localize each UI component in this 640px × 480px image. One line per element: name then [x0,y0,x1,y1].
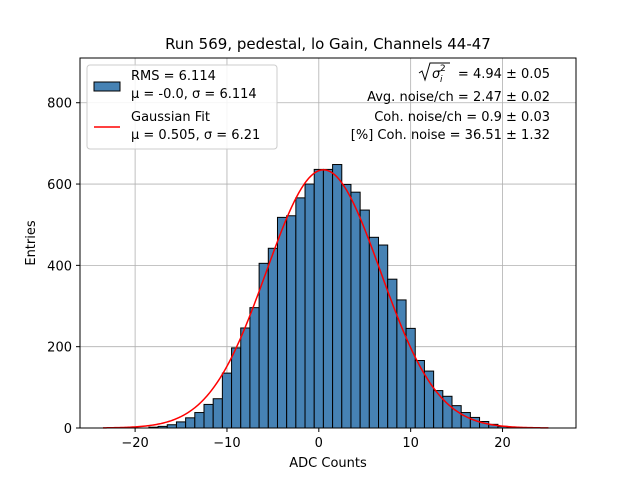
histogram-bar [240,327,251,429]
svg-text:σ: σ [432,67,441,82]
histogram-bar [368,236,380,429]
histogram-bar [350,191,361,429]
histogram-bar [304,183,315,429]
annotation-coh-noise: Coh. noise/ch = 0.9 ± 0.03 [374,110,550,125]
legend-histogram-swatch [93,81,121,92]
x-axis-label: ADC Counts [289,456,367,471]
y-tick-label: 600 [47,178,72,193]
histogram-bar [341,183,352,429]
histogram-bar [203,403,214,429]
histogram-bar [433,390,444,429]
histogram-bar [267,247,278,429]
x-axis-ticks: −20 −10 0 10 20 [121,428,511,451]
annotation-sqrt-sigma: = 4.94 ± 0.05 [458,67,550,82]
svg-text:2: 2 [440,64,446,74]
histogram-bar [286,215,297,429]
noise-annotations: σ i 2 = 4.94 ± 0.05 Avg. noise/ch = 2.47… [351,62,550,143]
histogram-bar [313,168,324,429]
histogram-bar [212,398,223,429]
histogram-bar [322,168,334,429]
histogram-bar [231,347,242,429]
y-tick-label: 400 [47,259,72,274]
svg-text:i: i [440,75,443,85]
gaussian-fit-curve [102,169,549,429]
histogram-bar [185,417,196,429]
plot-frame [79,57,577,429]
legend-entry-rms-params: μ = -0.0, σ = 6.114 [131,87,257,102]
x-tick-label: −20 [121,436,148,451]
legend-entry-fit-params: μ = 0.505, σ = 6.21 [131,128,260,143]
y-axis-ticks: 0 200 400 600 800 [47,97,80,437]
sqrt-sigma-symbol: σ i 2 [418,62,450,85]
legend: RMS = 6.114 μ = -0.0, σ = 6.114 Gaussian… [86,64,278,150]
histogram-bar [423,370,435,429]
y-tick-label: 200 [47,341,72,356]
annotation-avg-noise: Avg. noise/ch = 2.47 ± 0.02 [367,90,550,105]
x-tick-label: 20 [494,436,511,451]
y-tick-label: 0 [64,422,72,437]
y-axis-label: Entries [24,220,39,266]
x-tick-label: 0 [315,436,323,451]
histogram-bar [221,372,233,429]
histogram-bar [359,209,370,429]
x-tick-label: 10 [402,436,419,451]
histogram-bar [276,216,288,429]
histogram-bar [332,164,343,429]
chart-title: Run 569, pedestal, lo Gain, Channels 44-… [165,35,491,53]
legend-box [86,64,278,150]
histogram-bar [194,412,205,429]
histogram-bar [405,327,416,429]
x-tick-label: −10 [213,436,240,451]
histogram-bar [295,197,306,429]
histogram-bar [378,244,389,429]
histogram-bar [249,307,260,429]
legend-entry-fit: Gaussian Fit [131,110,210,125]
legend-entry-rms: RMS = 6.114 [131,69,216,84]
histogram-bar [175,421,187,429]
y-tick-label: 800 [47,97,72,112]
annotation-coh-noise-percent: [%] Coh. noise = 36.51 ± 1.32 [351,128,550,143]
